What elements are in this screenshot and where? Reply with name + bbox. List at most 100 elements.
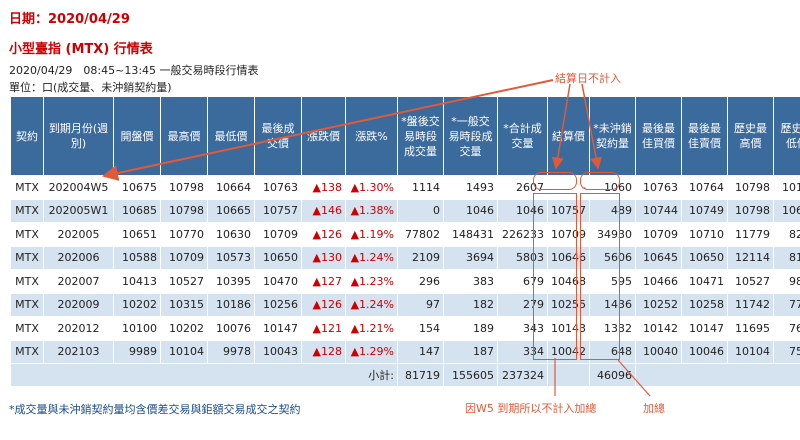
cell-best-bid: 10040 (635, 339, 682, 364)
cell-high: 10798 (160, 198, 208, 223)
cell-best-ask: 10650 (681, 245, 728, 270)
cell-after-hours-volume: 77802 (397, 222, 444, 247)
session-subheading: 2020/04/29 08:45~13:45 一般交易時段行情表 (9, 64, 259, 77)
cell-total-volume: 679 (497, 269, 548, 294)
cell-contract: MTX (10, 339, 44, 364)
cell-expiry: 202005W1 (43, 198, 114, 223)
cell-regular-volume: 1493 (443, 175, 498, 200)
cell-low: 9978 (207, 339, 255, 364)
cell-hist-low: 10138 (773, 175, 800, 200)
cell-change: ▲127 (301, 269, 346, 294)
cell-low: 10076 (207, 316, 255, 341)
header-low: 最低價 (207, 96, 255, 176)
table-row: MTX 202005 10651 10770 10630 10709 ▲126 … (10, 222, 800, 247)
totals-empty-trailing (635, 363, 800, 387)
cell-change: ▲128 (301, 339, 346, 364)
total-open-interest: 46096 (589, 363, 636, 387)
cell-last: 10147 (254, 316, 302, 341)
cell-low: 10665 (207, 198, 255, 223)
cell-low: 10395 (207, 269, 255, 294)
table-row: MTX 202009 10202 10315 10186 10256 ▲126 … (10, 292, 800, 317)
header-high: 最高價 (160, 96, 208, 176)
totals-label: 小計: (10, 363, 398, 387)
cell-open: 10685 (113, 198, 161, 223)
cell-high: 10202 (160, 316, 208, 341)
cell-hist-low: 8142 (773, 245, 800, 270)
cell-best-ask: 10710 (681, 222, 728, 247)
header-hist-high: 歷史最高價 (727, 96, 774, 176)
cell-after-hours-volume: 97 (397, 292, 444, 317)
report-date: 日期：2020/04/29 (9, 12, 130, 27)
header-after-hours-volume: *盤後交易時段成交量 (397, 96, 444, 176)
cell-change: ▲126 (301, 222, 346, 247)
cell-settlement: 10143 (547, 316, 590, 341)
cell-hist-low: 10665 (773, 198, 800, 223)
cell-high: 10798 (160, 175, 208, 200)
cell-last: 10763 (254, 175, 302, 200)
cell-change-pct: ▲1.19% (345, 222, 398, 247)
cell-best-bid: 10142 (635, 316, 682, 341)
header-contract: 契約 (10, 96, 44, 176)
cell-low: 10573 (207, 245, 255, 270)
cell-change: ▲146 (301, 198, 346, 223)
header-open: 開盤價 (113, 96, 161, 176)
header-change: 漲跌價 (301, 96, 346, 176)
cell-total-volume: 1046 (497, 198, 548, 223)
cell-settlement: 10709 (547, 222, 590, 247)
total-after-hours-volume: 81719 (397, 363, 444, 387)
cell-open: 10675 (113, 175, 161, 200)
cell-hist-high: 10527 (727, 269, 774, 294)
cell-open-interest: 595 (589, 269, 636, 294)
unit-note: 單位：口(成交量、未沖銷契約量) (9, 81, 172, 94)
header-change-pct: 漲跌% (345, 96, 398, 176)
open-interest-column-highlight (580, 193, 620, 360)
cell-hist-high: 10798 (727, 198, 774, 223)
table-row: MTX 202004W5 10675 10798 10664 10763 ▲13… (10, 175, 800, 200)
cell-expiry: 202009 (43, 292, 114, 317)
cell-hist-low: 9828 (773, 269, 800, 294)
cell-change-pct: ▲1.29% (345, 339, 398, 364)
header-hist-low: 歷史最低價 (773, 96, 800, 176)
cell-open: 10100 (113, 316, 161, 341)
cell-high: 10709 (160, 245, 208, 270)
cell-best-bid: 10709 (635, 222, 682, 247)
cell-last: 10650 (254, 245, 302, 270)
cell-change: ▲121 (301, 316, 346, 341)
cell-last: 10256 (254, 292, 302, 317)
quotes-table: 契約 到期月份(週別) 開盤價 最高價 最低價 最後成交價 漲跌價 漲跌% *盤… (10, 96, 800, 387)
cell-open-interest: 1332 (589, 316, 636, 341)
cell-last: 10043 (254, 339, 302, 364)
page-title: 小型臺指 (MTX) 行情表 (9, 38, 153, 57)
cell-hist-high: 11695 (727, 316, 774, 341)
cell-expiry: 202006 (43, 245, 114, 270)
cell-best-ask: 10749 (681, 198, 728, 223)
table-row: MTX 202005W1 10685 10798 10665 10757 ▲14… (10, 198, 800, 223)
cell-change-pct: ▲1.23% (345, 269, 398, 294)
cell-best-ask: 10147 (681, 316, 728, 341)
cell-hist-high: 10104 (727, 339, 774, 364)
cell-best-ask: 10046 (681, 339, 728, 364)
title-main: 小型臺指 (9, 42, 62, 57)
cell-high: 10315 (160, 292, 208, 317)
cell-contract: MTX (10, 175, 44, 200)
cell-total-volume: 279 (497, 292, 548, 317)
cell-open: 10651 (113, 222, 161, 247)
cell-best-ask: 10471 (681, 269, 728, 294)
header-best-ask: 最後最佳賣價 (681, 96, 728, 176)
totals-empty-settlement (547, 363, 590, 387)
cell-after-hours-volume: 147 (397, 339, 444, 364)
cell-regular-volume: 1046 (443, 198, 498, 223)
title-suffix: 行情表 (113, 42, 153, 57)
cell-contract: MTX (10, 245, 44, 270)
cell-last: 10757 (254, 198, 302, 223)
header-row: 契約 到期月份(週別) 開盤價 最高價 最低價 最後成交價 漲跌價 漲跌% *盤… (10, 96, 800, 176)
cell-last: 10470 (254, 269, 302, 294)
table-row: MTX 202012 10100 10202 10076 10147 ▲121 … (10, 316, 800, 341)
cell-change: ▲130 (301, 245, 346, 270)
w5-excluded-note: 因W5 到期所以不計入加總 (465, 402, 597, 415)
cell-hist-low: 7731 (773, 292, 800, 317)
cell-expiry: 202012 (43, 316, 114, 341)
cell-open-interest: 489 (589, 198, 636, 223)
table-row: MTX 202007 10413 10527 10395 10470 ▲127 … (10, 269, 800, 294)
header-best-bid: 最後最佳買價 (635, 96, 682, 176)
